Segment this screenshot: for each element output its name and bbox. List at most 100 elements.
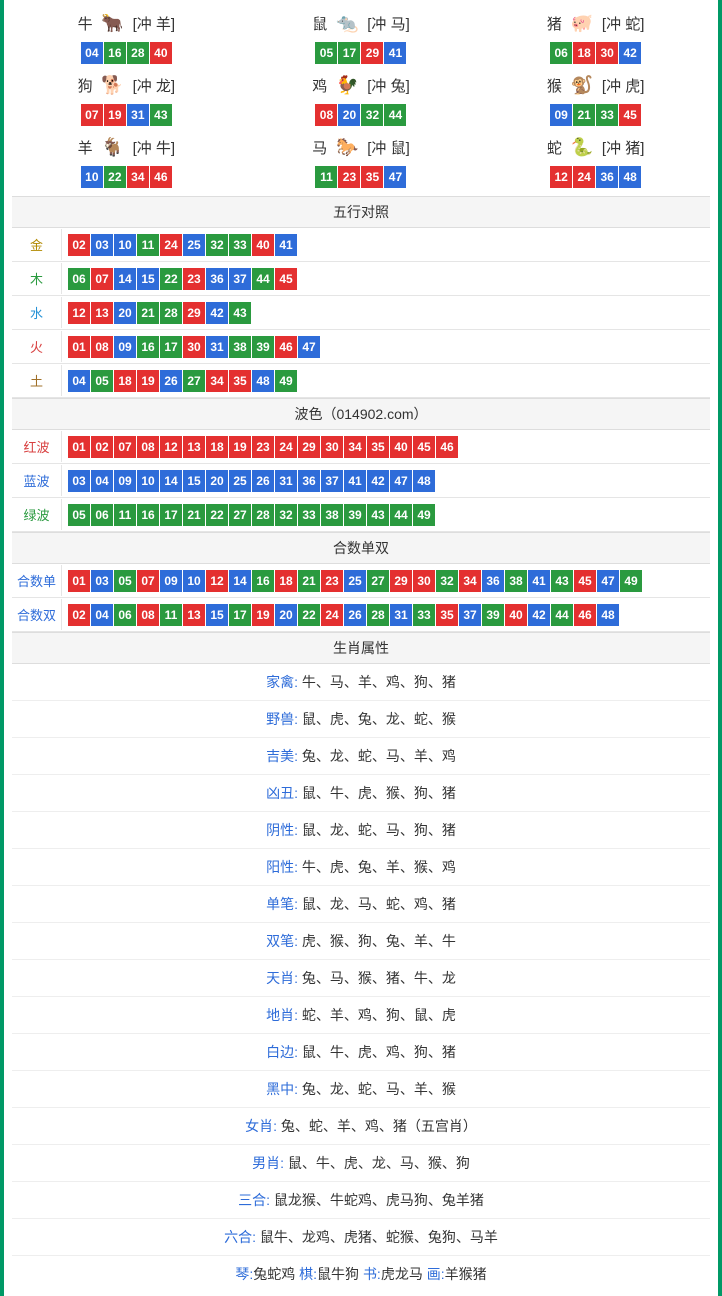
number-ball: 19: [252, 604, 274, 626]
zodiac-animal-icon: 🐀: [331, 11, 363, 35]
number-ball: 19: [104, 104, 126, 126]
number-ball: 29: [298, 436, 320, 458]
number-ball: 10: [183, 570, 205, 592]
number-ball: 11: [137, 234, 159, 256]
number-ball: 13: [91, 302, 113, 324]
number-ball: 46: [436, 436, 458, 458]
number-ball: 07: [81, 104, 103, 126]
number-ball: 01: [68, 436, 90, 458]
number-ball: 35: [361, 166, 383, 188]
zodiac-chong: [冲 猪]: [602, 137, 645, 158]
number-ball: 23: [338, 166, 360, 188]
zodiac-name: 狗: [78, 75, 93, 96]
number-ball: 45: [619, 104, 641, 126]
poem-value: 虎龙马: [381, 1266, 427, 1282]
attribute-label: 家禽:: [266, 674, 302, 690]
zodiac-numbers: 08203244: [247, 104, 476, 126]
poem-value: 羊猴猪: [445, 1266, 487, 1282]
section-header-attr: 生肖属性: [12, 632, 710, 664]
number-ball: 23: [252, 436, 274, 458]
poem-label: 书:: [363, 1266, 381, 1282]
number-ball: 05: [68, 504, 90, 526]
number-ball: 15: [183, 470, 205, 492]
zodiac-chong: [冲 虎]: [602, 75, 645, 96]
attribute-value: 鼠、龙、马、蛇、鸡、猪: [302, 896, 456, 912]
zodiac-cell: 蛇🐍[冲 猪]12243648: [481, 132, 710, 188]
row-numbers: 0102070812131819232429303435404546: [62, 431, 464, 463]
row-label: 火: [12, 331, 62, 362]
zodiac-animal-icon: 🐍: [566, 135, 598, 159]
number-ball: 47: [384, 166, 406, 188]
zodiac-name: 鼠: [312, 13, 327, 34]
zodiac-cell: 羊🐐[冲 牛]10223446: [12, 132, 241, 188]
number-ball: 32: [206, 234, 228, 256]
section-header-bose: 波色（014902.com）: [12, 398, 710, 430]
number-ball: 28: [160, 302, 182, 324]
row-numbers: 0108091617303138394647: [62, 331, 326, 363]
number-ball: 03: [91, 234, 113, 256]
number-ball: 34: [127, 166, 149, 188]
number-ball: 26: [344, 604, 366, 626]
attribute-label: 凶丑:: [266, 785, 302, 801]
number-ball: 06: [91, 504, 113, 526]
attribute-row: 阳性: 牛、虎、兔、羊、猴、鸡: [12, 849, 710, 886]
attribute-row: 吉美: 兔、龙、蛇、马、羊、鸡: [12, 738, 710, 775]
number-ball: 01: [68, 570, 90, 592]
row-numbers: 06071415222336374445: [62, 263, 303, 295]
poem-value: 兔蛇鸡: [253, 1266, 299, 1282]
zodiac-numbers: 05172941: [247, 42, 476, 64]
number-ball: 45: [574, 570, 596, 592]
attribute-label: 女肖:: [245, 1118, 281, 1134]
number-ball: 37: [459, 604, 481, 626]
attribute-label: 单笔:: [266, 896, 302, 912]
number-ball: 47: [390, 470, 412, 492]
zodiac-cell: 鸡🐓[冲 兔]08203244: [247, 70, 476, 126]
number-ball: 12: [160, 436, 182, 458]
bose-table: 红波0102070812131819232429303435404546蓝波03…: [12, 430, 710, 532]
number-ball: 17: [338, 42, 360, 64]
zodiac-numbers: 12243648: [481, 166, 710, 188]
zodiac-animal-icon: 🐓: [331, 73, 363, 97]
number-ball: 02: [68, 604, 90, 626]
number-ball: 15: [137, 268, 159, 290]
number-ball: 42: [206, 302, 228, 324]
number-ball: 18: [114, 370, 136, 392]
row-label: 绿波: [12, 499, 62, 530]
number-ball: 29: [390, 570, 412, 592]
number-ball: 07: [91, 268, 113, 290]
page-container: 牛🐂[冲 羊]04162840鼠🐀[冲 马]05172941猪🐖[冲 蛇]061…: [0, 0, 722, 1296]
number-ball: 35: [229, 370, 251, 392]
number-ball: 47: [298, 336, 320, 358]
zodiac-numbers: 09213345: [481, 104, 710, 126]
number-ball: 43: [229, 302, 251, 324]
zodiac-name: 羊: [78, 137, 93, 158]
attribute-row: 双笔: 虎、猴、狗、兔、羊、牛: [12, 923, 710, 960]
number-ball: 33: [229, 234, 251, 256]
number-ball: 43: [367, 504, 389, 526]
attribute-row: 三合: 鼠龙猴、牛蛇鸡、虎马狗、兔羊猪: [12, 1182, 710, 1219]
zodiac-numbers: 07193143: [12, 104, 241, 126]
attribute-label: 双笔:: [266, 933, 302, 949]
number-ball: 48: [597, 604, 619, 626]
number-ball: 28: [127, 42, 149, 64]
number-ball: 26: [160, 370, 182, 392]
number-ball: 41: [384, 42, 406, 64]
number-ball: 32: [436, 570, 458, 592]
row-label: 土: [12, 365, 62, 396]
zodiac-animal-icon: 🐂: [97, 11, 129, 35]
number-ball: 28: [367, 604, 389, 626]
attribute-label: 三合:: [238, 1192, 274, 1208]
number-ball: 03: [68, 470, 90, 492]
number-ball: 24: [160, 234, 182, 256]
data-row: 合数单0103050709101214161821232527293032343…: [12, 564, 710, 598]
number-ball: 43: [150, 104, 172, 126]
number-ball: 39: [344, 504, 366, 526]
number-ball: 10: [114, 234, 136, 256]
number-ball: 36: [482, 570, 504, 592]
row-label: 红波: [12, 431, 62, 462]
number-ball: 30: [183, 336, 205, 358]
number-ball: 16: [137, 336, 159, 358]
number-ball: 46: [574, 604, 596, 626]
number-ball: 02: [68, 234, 90, 256]
number-ball: 44: [384, 104, 406, 126]
